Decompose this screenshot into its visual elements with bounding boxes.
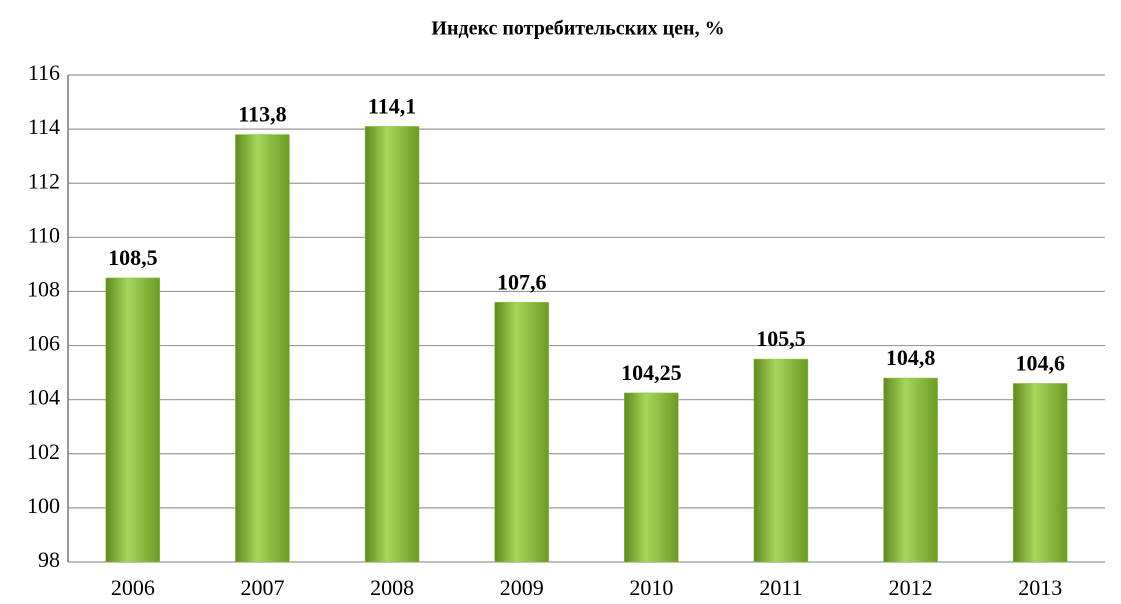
value-label: 114,1 (368, 93, 416, 118)
x-tick-label: 2008 (370, 575, 414, 600)
y-tick-label: 112 (28, 168, 60, 193)
bar (1012, 383, 1068, 563)
bar (494, 302, 549, 563)
y-tick-label: 108 (27, 276, 60, 301)
y-tick-label: 100 (27, 493, 60, 518)
chart-title: Индекс потребительских цен, % (431, 18, 724, 40)
y-tick-label: 104 (27, 385, 60, 410)
bar (883, 377, 938, 563)
value-label: 105,5 (756, 326, 806, 351)
x-tick-label: 2010 (629, 575, 673, 600)
value-label: 104,25 (621, 360, 682, 385)
x-tick-label: 2013 (1018, 575, 1062, 600)
x-tick-label: 2009 (500, 575, 544, 600)
x-tick-label: 2011 (759, 575, 802, 600)
x-tick-label: 2007 (240, 575, 284, 600)
value-label: 104,8 (886, 345, 936, 370)
y-tick-label: 106 (27, 331, 60, 356)
x-tick-label: 2012 (889, 575, 933, 600)
value-label: 107,6 (497, 269, 547, 294)
bar (235, 134, 290, 563)
bar (624, 392, 679, 563)
y-tick-label: 102 (27, 439, 60, 464)
value-label: 108,5 (108, 245, 158, 270)
y-tick-label: 110 (28, 222, 60, 247)
bar (364, 126, 420, 563)
bar (753, 358, 809, 563)
y-tick-label: 98 (38, 547, 60, 572)
y-tick-label: 116 (28, 60, 60, 85)
value-label: 104,6 (1015, 350, 1065, 375)
value-label: 113,8 (238, 102, 286, 127)
bar (105, 277, 161, 563)
y-tick-label: 114 (28, 114, 60, 139)
x-tick-label: 2006 (111, 575, 155, 600)
